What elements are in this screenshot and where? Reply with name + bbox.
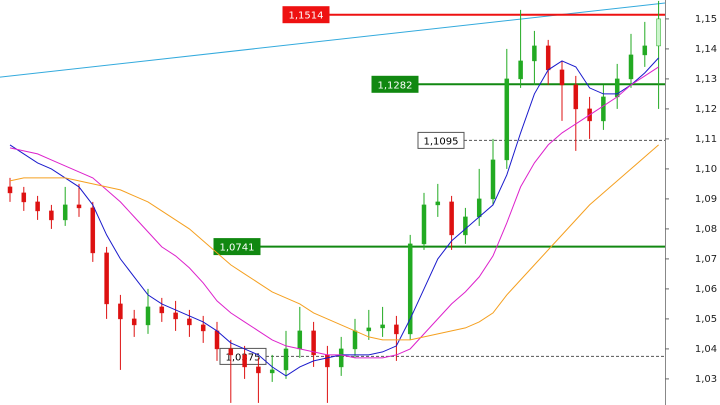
- candle-body: [283, 348, 289, 371]
- candle-body: [394, 324, 399, 335]
- level-label-box: [417, 131, 465, 149]
- candle-body: [532, 45, 537, 62]
- candle-body: [7, 186, 13, 194]
- candle-body: [145, 306, 151, 326]
- candle-body: [90, 207, 96, 254]
- candle-body: [656, 18, 661, 47]
- y-tick-label: 1,14: [695, 44, 717, 55]
- y-tick-label: 1,09: [695, 194, 717, 205]
- candle-body: [214, 330, 220, 350]
- candle-body: [559, 69, 565, 86]
- moving-average: [9, 66, 659, 359]
- level-label: 1,0741: [220, 243, 255, 254]
- candle-body: [269, 369, 275, 374]
- candle-body: [545, 45, 551, 71]
- candle-body: [463, 216, 468, 236]
- y-tick-label: 1,10: [695, 164, 717, 175]
- candle-body: [325, 354, 330, 368]
- y-tick-label: 1,08: [695, 224, 717, 235]
- candle-body: [131, 318, 137, 326]
- candle-body: [352, 330, 358, 350]
- candle-body: [173, 312, 178, 320]
- candle-body: [601, 96, 606, 122]
- candle-body: [518, 60, 523, 80]
- candle-body: [573, 84, 579, 110]
- y-tick-label: 1,03: [695, 374, 717, 385]
- candle-body: [449, 201, 454, 236]
- moving-average: [9, 144, 659, 341]
- candle-body: [35, 201, 40, 212]
- candle-body: [118, 303, 123, 320]
- candle-body: [504, 78, 510, 161]
- y-tick-label: 1,05: [695, 314, 717, 325]
- candle-body: [311, 330, 316, 356]
- candle-body: [490, 159, 496, 200]
- level-label-box: [371, 75, 419, 93]
- level-label: 1,1095: [424, 136, 459, 147]
- candle-body: [435, 201, 441, 206]
- level-label-box: [213, 238, 261, 256]
- candle-body: [228, 348, 234, 356]
- candle-body: [380, 324, 385, 329]
- moving-average: [9, 57, 659, 377]
- y-tick-label: 1,15: [695, 14, 717, 25]
- y-tick-label: 1,11: [695, 134, 717, 145]
- candle-body: [104, 252, 109, 305]
- candle-body: [628, 54, 634, 80]
- candle-body: [338, 348, 344, 368]
- candle-body: [297, 330, 303, 350]
- candle-body: [49, 210, 54, 221]
- candle-body: [159, 306, 165, 314]
- candle-body: [187, 318, 192, 326]
- candle-body: [256, 366, 261, 374]
- candle-body: [642, 45, 648, 56]
- candle-body: [366, 327, 372, 332]
- y-tick-label: 1,06: [695, 284, 717, 295]
- level-label-box: [282, 6, 330, 24]
- candle-body: [407, 243, 413, 335]
- candle-body: [62, 204, 68, 221]
- y-tick-label: 1,04: [695, 344, 717, 355]
- level-label: 1,1282: [378, 80, 413, 91]
- candle-body: [476, 198, 482, 218]
- candle-body: [242, 354, 247, 368]
- level-label: 1,1514: [289, 11, 324, 22]
- candle-body: [421, 204, 427, 245]
- y-tick-label: 1,13: [695, 74, 717, 85]
- candle-body: [21, 192, 27, 203]
- y-tick-label: 1,07: [695, 254, 717, 265]
- candle-body: [200, 324, 206, 332]
- candle-body: [76, 204, 82, 209]
- y-tick-label: 1,12: [695, 104, 717, 115]
